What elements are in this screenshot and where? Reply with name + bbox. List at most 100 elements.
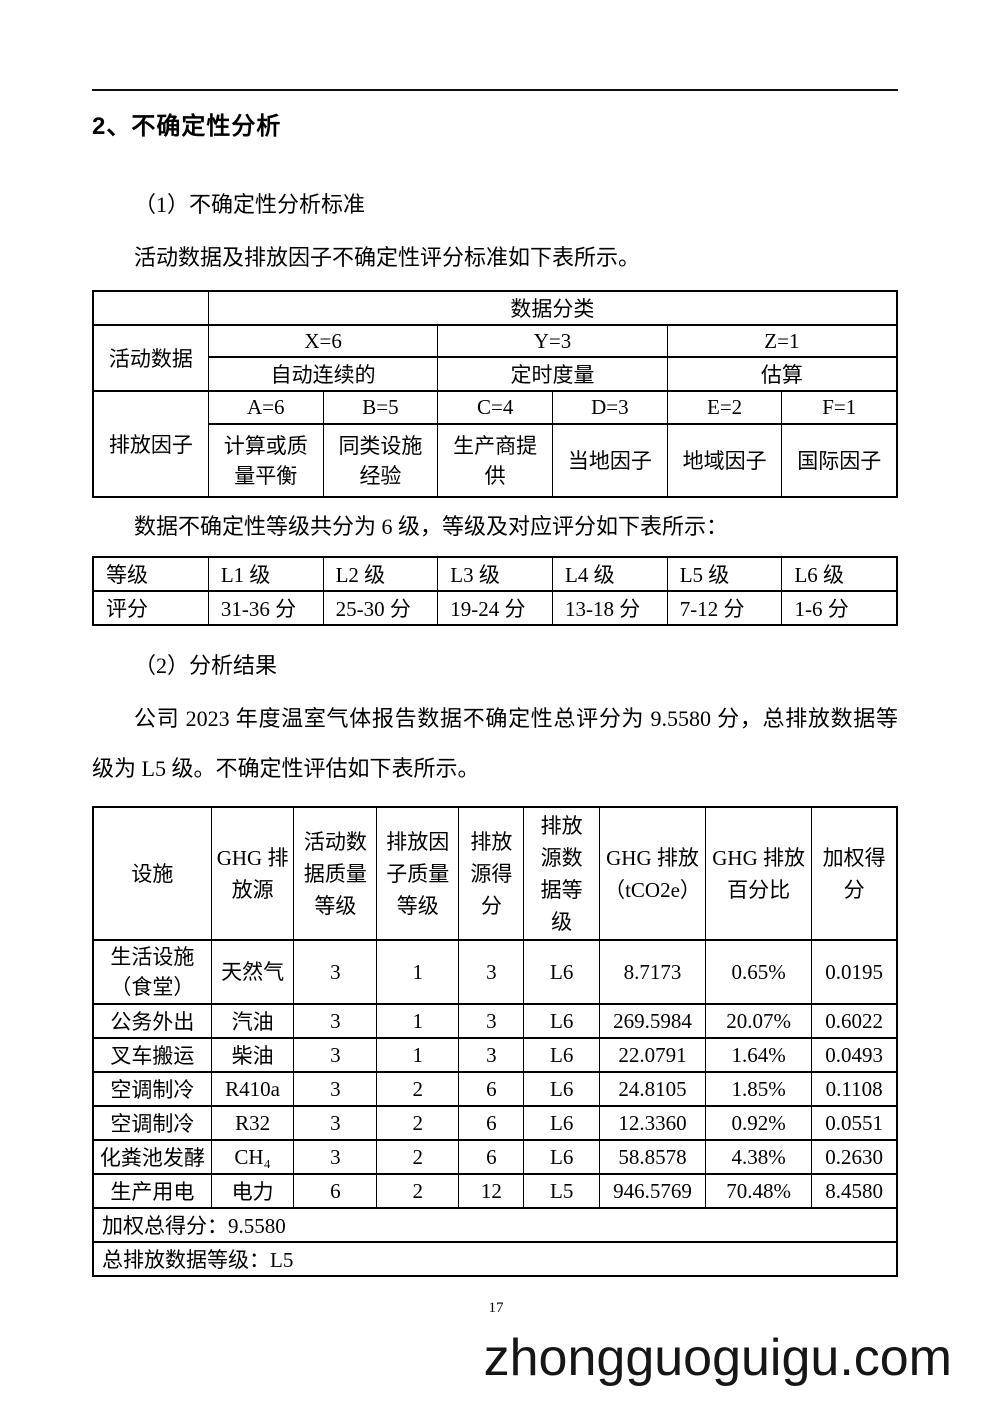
value-cell: 58.8578 — [598, 1139, 707, 1175]
scoring-corner-cell — [92, 290, 209, 326]
source-cell: 汽油 — [210, 1003, 295, 1039]
watermark: zhongguoguigu.com — [483, 1329, 952, 1387]
factor-score-cell: E=2 — [666, 390, 783, 425]
grade-table: 等级 L1 级 L2 级 L3 级 L4 级 L5 级 L6 级 评分 31-3… — [92, 556, 898, 626]
activity-type-cell: 自动连续的 — [207, 356, 439, 392]
grade-cell: L3 级 — [437, 556, 554, 592]
header-source-grade: 排放 源数 据等 级 — [523, 806, 600, 941]
header-ghg-emission: GHG 排放 （tCO2e） — [598, 806, 707, 941]
value-cell: 0.0195 — [811, 939, 898, 1005]
value-cell: 2 — [376, 1071, 460, 1107]
value-cell: 8.7173 — [598, 939, 707, 1005]
factor-score-cell: A=6 — [207, 390, 324, 425]
activity-score-cell: Z=1 — [666, 324, 898, 358]
table-row: 公务外出 汽油 3 1 3 L6 269.5984 20.07% 0.6022 — [92, 1003, 898, 1039]
value-cell: 3 — [293, 1003, 378, 1039]
value-cell: L6 — [523, 1105, 600, 1141]
factor-type-cell: 国际因子 — [781, 423, 898, 498]
value-cell: L6 — [523, 939, 600, 1005]
value-cell: L6 — [523, 1037, 600, 1073]
value-cell: 0.65% — [705, 939, 813, 1005]
table-row: 叉车搬运 柴油 3 1 3 L6 22.0791 1.64% 0.0493 — [92, 1037, 898, 1073]
facility-cell: 生产用电 — [92, 1173, 212, 1209]
factor-score-cell: B=5 — [322, 390, 439, 425]
value-cell: 946.5769 — [598, 1173, 707, 1209]
page-title: 2、不确定性分析 — [92, 113, 282, 140]
activity-type-cell: 定时度量 — [437, 356, 668, 392]
value-cell: 4.38% — [705, 1139, 813, 1175]
grade-cell: L4 级 — [552, 556, 668, 592]
table-row: 评分 31-36 分 25-30 分 19-24 分 13-18 分 7-12 … — [92, 590, 898, 626]
value-cell: 269.5984 — [598, 1003, 707, 1039]
score-cell: 31-36 分 — [207, 590, 324, 626]
factor-type-cell: 同类设施 经验 — [322, 423, 439, 498]
value-cell: L5 — [523, 1173, 600, 1209]
factor-type-cell: 当地因子 — [552, 423, 668, 498]
factor-score-cell: F=1 — [781, 390, 898, 425]
score-cell: 25-30 分 — [322, 590, 439, 626]
value-cell: 1 — [376, 1037, 460, 1073]
table-row: 自动连续的 定时度量 估算 — [93, 356, 898, 392]
value-cell: 0.0551 — [811, 1105, 898, 1141]
value-cell: 2 — [376, 1105, 460, 1141]
value-cell: L6 — [523, 1071, 600, 1107]
section1-title: （1）不确定性分析标准 — [134, 192, 366, 217]
grade-cell: L6 级 — [781, 556, 898, 592]
header-source-score: 排放 源得 分 — [458, 806, 525, 941]
section2-title: （2）分析结果 — [134, 653, 278, 678]
facility-cell: 化粪池发酵 — [92, 1139, 212, 1175]
activity-score-cell: Y=3 — [437, 324, 668, 358]
activity-data-label-cell: 活动数据 — [92, 324, 209, 392]
value-cell: 1 — [376, 939, 460, 1005]
value-cell: 8.4580 — [811, 1173, 898, 1209]
value-cell: 12.3360 — [598, 1105, 707, 1141]
grade-paragraph: 数据不确定性等级共分为 6 级，等级及对应评分如下表所示： — [134, 514, 729, 539]
data-class-header-cell: 数据分类 — [207, 290, 898, 326]
score-cell: 13-18 分 — [552, 590, 668, 626]
table-row: 化粪池发酵 CH₄ 3 2 6 L6 58.8578 4.38% 0.2630 — [92, 1139, 898, 1175]
value-cell: 3 — [293, 1037, 378, 1073]
value-cell: 6 — [458, 1105, 525, 1141]
value-cell: 3 — [293, 939, 378, 1005]
value-cell: 1.64% — [705, 1037, 813, 1073]
value-cell: 12 — [458, 1173, 525, 1209]
result-paragraph: 公司 2023 年度温室气体报告数据不确定性总评分为 9.5580 分，总排放数… — [92, 706, 898, 781]
source-cell: R32 — [210, 1105, 295, 1141]
grade-cell: L1 级 — [207, 556, 324, 592]
table-row: 空调制冷 R410a 3 2 6 L6 24.8105 1.85% 0.1108 — [92, 1071, 898, 1107]
grade-label-cell: 等级 — [92, 556, 209, 592]
score-cell: 19-24 分 — [437, 590, 554, 626]
assessment-table: 设施 GHG 排 放源 活动数 据质量 等级 排放因 子质量 等级 排放 源得 … — [92, 806, 898, 1277]
value-cell: 0.0493 — [811, 1037, 898, 1073]
facility-cell: 公务外出 — [92, 1003, 212, 1039]
header-activity-quality: 活动数 据质量 等级 — [293, 806, 378, 941]
value-cell: 3 — [458, 1003, 525, 1039]
header-weighted-score: 加权得 分 — [811, 806, 898, 941]
total-grade-cell: 总排放数据等级：L5 — [92, 1241, 898, 1277]
value-cell: 3 — [293, 1071, 378, 1107]
total-grade-row: 总排放数据等级：L5 — [92, 1241, 898, 1277]
table-row: 数据分类 — [92, 290, 898, 326]
table-row: 活动数据 X=6 Y=3 Z=1 — [92, 324, 898, 392]
value-cell: 6 — [458, 1071, 525, 1107]
score-cell: 7-12 分 — [666, 590, 783, 626]
value-cell: 0.1108 — [811, 1071, 898, 1107]
factor-score-cell: C=4 — [437, 390, 554, 425]
facility-cell: 空调制冷 — [92, 1105, 212, 1141]
scoring-criteria-table: 数据分类 活动数据 X=6 Y=3 Z=1 自动连续的 定时度量 估算 排放因子… — [92, 290, 898, 498]
facility-cell: 生活设施 （食堂） — [92, 939, 212, 1005]
source-cell: CH₄ — [210, 1139, 295, 1175]
value-cell: 1.85% — [705, 1071, 813, 1107]
value-cell: 20.07% — [705, 1003, 813, 1039]
table-row: 生活设施 （食堂） 天然气 3 1 3 L6 8.7173 0.65% 0.01… — [92, 939, 898, 1005]
table-row: 等级 L1 级 L2 级 L3 级 L4 级 L5 级 L6 级 — [92, 556, 898, 592]
weighted-total-cell: 加权总得分：9.5580 — [92, 1207, 898, 1243]
table-row: 排放因子 A=6 B=5 C=4 D=3 E=2 F=1 — [92, 390, 898, 498]
header-ghg-source: GHG 排 放源 — [210, 806, 295, 941]
value-cell: 22.0791 — [598, 1037, 707, 1073]
score-label-cell: 评分 — [92, 590, 209, 626]
value-cell: 0.6022 — [811, 1003, 898, 1039]
factor-type-cell: 地域因子 — [666, 423, 783, 498]
factor-score-cell: D=3 — [552, 390, 668, 425]
value-cell: 70.48% — [705, 1173, 813, 1209]
